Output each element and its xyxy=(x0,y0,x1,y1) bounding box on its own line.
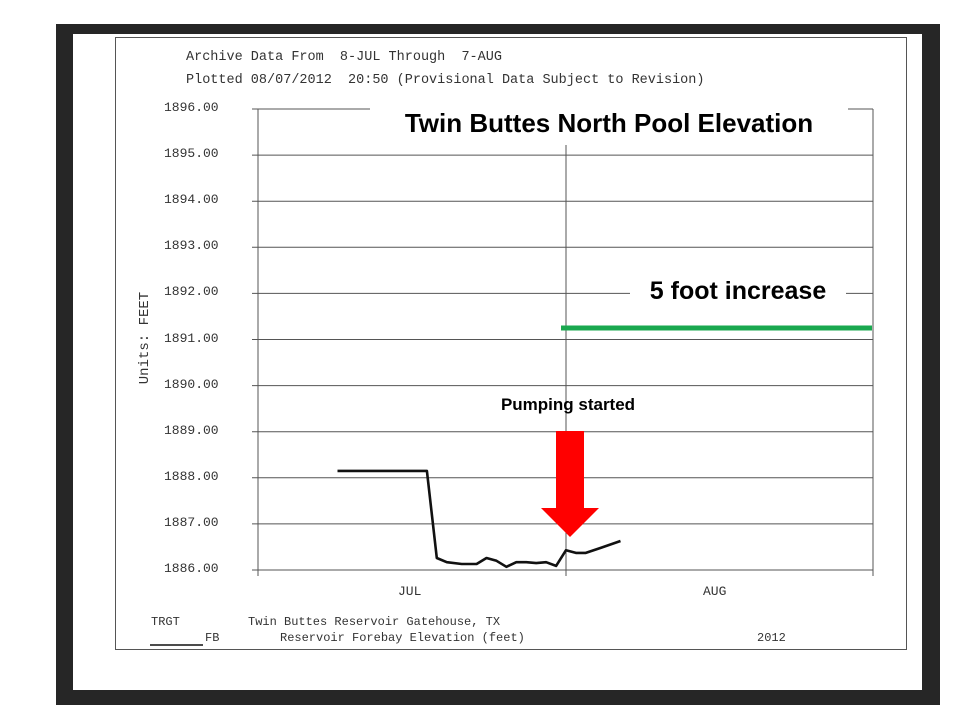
y-tick-label: 1887.00 xyxy=(164,514,219,530)
y-tick-label: 1893.00 xyxy=(164,238,219,254)
y-tick-label: 1890.00 xyxy=(164,376,219,392)
y-tick-label: 1892.00 xyxy=(164,284,219,300)
station-code: TRGT xyxy=(151,615,180,629)
y-tick-label: 1888.00 xyxy=(164,468,219,484)
station-name: Twin Buttes Reservoir Gatehouse, TX xyxy=(248,615,501,629)
series-name: Reservoir Forebay Elevation (feet) xyxy=(280,631,525,645)
x-tick-aug: AUG xyxy=(703,584,727,599)
x-tick-jul: JUL xyxy=(398,584,422,599)
arrow-down-icon xyxy=(541,431,599,537)
y-tick-label: 1891.00 xyxy=(164,330,219,346)
y-tick-label: 1886.00 xyxy=(164,561,219,576)
y-tick-label: 1889.00 xyxy=(164,422,219,438)
y-tick-label: 1896.00 xyxy=(164,100,219,115)
forebay-elevation-line xyxy=(337,469,621,569)
archive-range-text: Archive Data From 8-JUL Through 7-AUG xyxy=(186,50,502,65)
y-tick-label: 1895.00 xyxy=(164,146,219,162)
chart-title: Twin Buttes North Pool Elevation xyxy=(370,104,848,142)
y-tick-label: 1894.00 xyxy=(164,192,219,208)
pumping-annotation: Pumping started xyxy=(500,395,636,414)
series-code: FB xyxy=(205,631,220,645)
year-label: 2012 xyxy=(757,631,786,645)
increase-annotation: 5 foot increase xyxy=(630,274,846,308)
plotted-info-text: Plotted 08/07/2012 20:50 (Provisional Da… xyxy=(186,73,705,88)
